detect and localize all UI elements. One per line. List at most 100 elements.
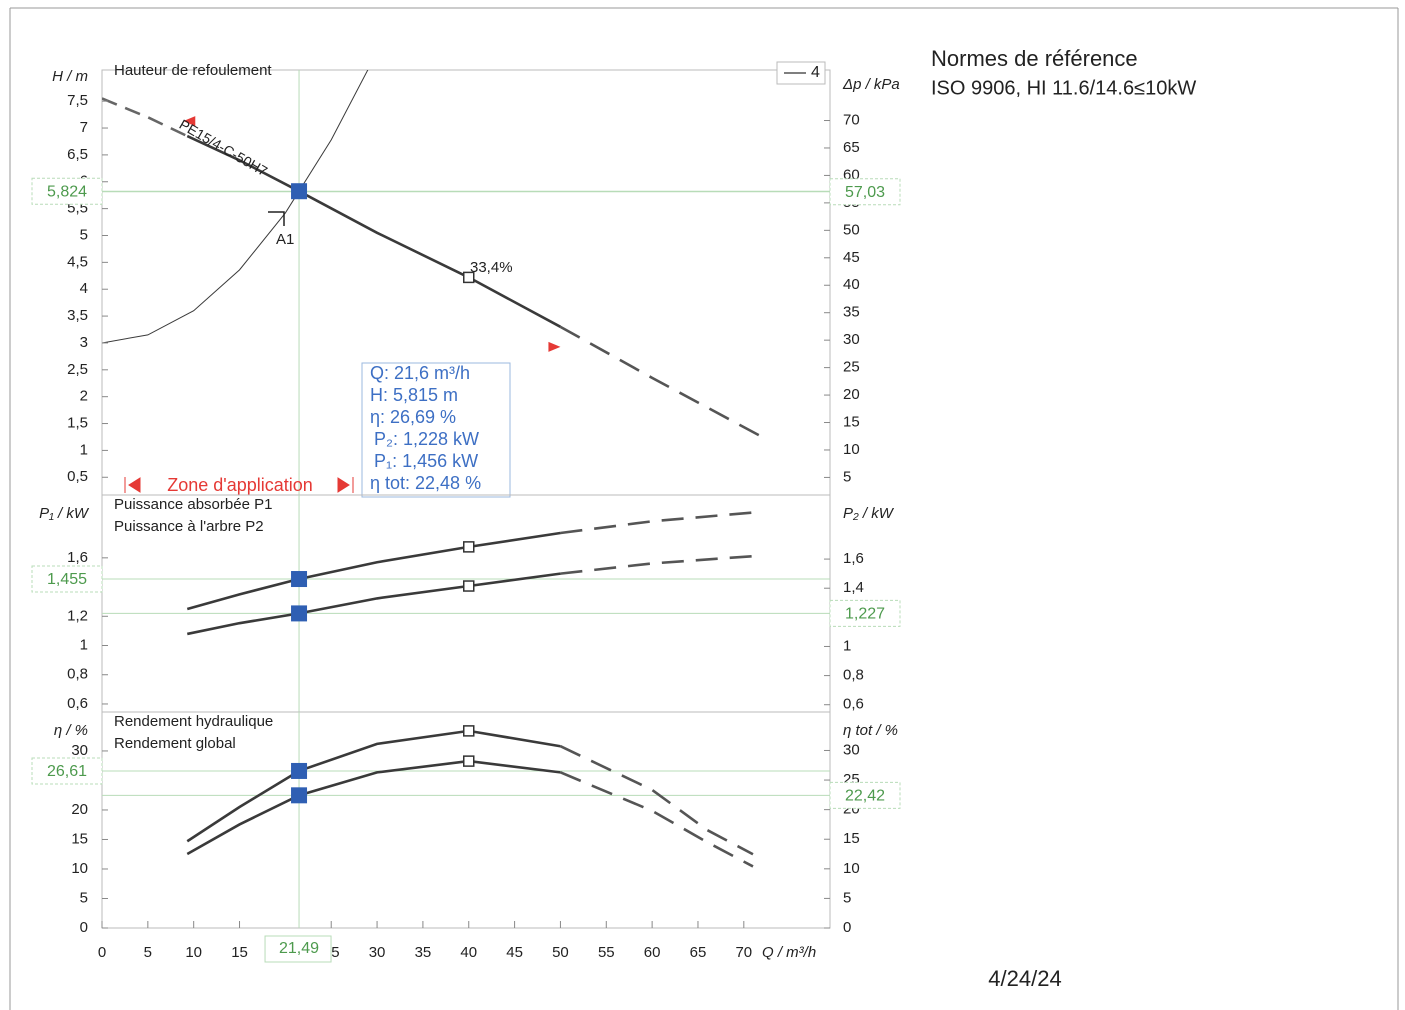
header-title: Normes de référence [931, 46, 1138, 71]
curve-dashed [102, 97, 188, 138]
legend-entry: Puissance absorbée P1 [114, 496, 272, 513]
curve [186, 729, 561, 843]
readout-box [829, 781, 901, 809]
tick-label: 1 [843, 637, 851, 654]
readout-label: 1,455 [47, 571, 87, 588]
y-label: H / m [52, 68, 88, 85]
readout-label: 26,61 [47, 763, 87, 780]
zone-marker [183, 116, 196, 127]
date: 4/24/24 [988, 966, 1061, 991]
tick-label: 3,5 [67, 307, 88, 324]
curve-dashed [559, 771, 754, 868]
x-tick-label: 50 [552, 944, 569, 961]
tick-label: 35 [843, 304, 860, 321]
tick-label: 65 [843, 139, 860, 156]
legend-entry: 4 [811, 64, 820, 81]
tick-label: 7 [80, 119, 88, 136]
tick-label: 50 [843, 221, 860, 238]
info-line: Q: 21,6 m³/h [370, 363, 470, 383]
tick-label: 1 [80, 636, 88, 653]
tick-label: 1,4 [843, 579, 864, 596]
tick-label: 1 [80, 441, 88, 458]
bep-marker [463, 271, 475, 284]
readout-box [31, 757, 103, 785]
tick-label: 0,8 [67, 666, 88, 683]
y2-label: P₂ / kW [843, 505, 895, 522]
x-tick-label: 10 [185, 944, 202, 961]
y-label: P₁ / kW [39, 505, 90, 522]
tick-label: 5 [80, 889, 88, 906]
tick-label: 5 [843, 468, 851, 485]
panel [101, 711, 831, 929]
tick-label: 15 [843, 830, 860, 847]
tick-label: 10 [843, 860, 860, 877]
x-label: Q / m³/h [762, 944, 816, 961]
tick-label: 10 [71, 860, 88, 877]
tick-label: 1,5 [67, 415, 88, 432]
info-line: P₁: 1,456 kW [374, 451, 478, 471]
readout-box [31, 177, 103, 205]
curve-dashed [559, 325, 763, 439]
bep-marker [463, 580, 475, 592]
tick-label: 1,6 [843, 550, 864, 567]
info-line: H: 5,815 m [370, 385, 458, 405]
tick-label: 25 [843, 359, 860, 376]
operating-point [291, 762, 308, 779]
operating-point [291, 787, 308, 804]
y-label: η / % [54, 722, 88, 739]
zone-marker [548, 341, 561, 352]
tick-label: 5 [80, 226, 88, 243]
tick-label: 40 [843, 276, 860, 293]
curve [186, 531, 561, 611]
tick-label: 20 [71, 801, 88, 818]
info-box [361, 362, 511, 498]
tick-label: 0 [843, 919, 851, 936]
bep-marker [463, 725, 475, 737]
zone-label: Zone d'application [167, 475, 313, 495]
tick-label: 1,6 [67, 549, 88, 566]
x-tick-label: 15 [231, 944, 248, 961]
tick-label: 15 [843, 413, 860, 430]
plot [102, 712, 830, 928]
curve-dashed [559, 745, 754, 856]
readout-box [264, 935, 332, 963]
y2-label: Δp / kPa [842, 76, 900, 93]
bep-marker [463, 755, 475, 767]
x-tick-label: 70 [735, 944, 752, 961]
bep-marker [463, 541, 475, 553]
tick-label: 0,6 [67, 695, 88, 712]
x-tick-label: 35 [415, 944, 432, 961]
operating-point [291, 571, 308, 588]
tick-label: 0,8 [843, 667, 864, 684]
tick-label: 2,5 [67, 361, 88, 378]
annotation: A1 [276, 231, 294, 248]
tick-label: 5 [843, 889, 851, 906]
series-label: PE15/4-C-50H7 [177, 116, 271, 179]
x-tick-label: 5 [144, 944, 152, 961]
tick-label: 10 [843, 441, 860, 458]
x-tick-label: 65 [690, 944, 707, 961]
x-tick-label: 60 [644, 944, 661, 961]
curve [186, 134, 562, 328]
plot [102, 495, 830, 712]
legend-entry: Rendement global [114, 735, 236, 752]
readout-label: 57,03 [845, 184, 885, 201]
tick-label: 15 [71, 830, 88, 847]
tick-label: 6,5 [67, 146, 88, 163]
zone-arrows [124, 477, 354, 493]
readout-label: 5,824 [47, 183, 87, 200]
x-tick-label: 30 [369, 944, 386, 961]
legend-entry: Rendement hydraulique [114, 713, 273, 730]
plot [102, 70, 830, 495]
tick-label: 0,6 [843, 696, 864, 713]
tick-label: 20 [843, 386, 860, 403]
info-line: η: 26,69 % [370, 407, 456, 427]
tick-label: 1,2 [67, 607, 88, 624]
readout-box [829, 178, 901, 206]
curve [187, 572, 561, 636]
info-line: P₂: 1,228 kW [374, 429, 479, 449]
bep-label: 33,4% [470, 259, 513, 276]
x-tick-label: 45 [506, 944, 523, 961]
x-tick-label: 55 [598, 944, 615, 961]
